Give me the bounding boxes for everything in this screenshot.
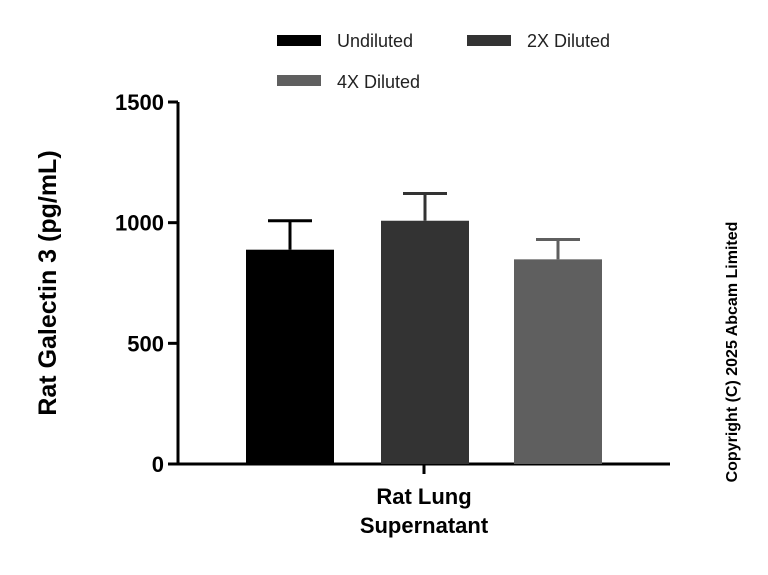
legend-label: Undiluted	[337, 31, 413, 51]
y-tick-label: 1500	[115, 90, 164, 115]
y-tick-label: 500	[127, 331, 164, 356]
legend-swatch	[467, 35, 511, 46]
x-category-label: Rat Lung	[376, 484, 471, 509]
y-axis-title: Rat Galectin 3 (pg/mL)	[34, 150, 62, 415]
bar	[381, 220, 469, 464]
x-category-label: Supernatant	[360, 513, 489, 538]
legend-swatch	[277, 35, 321, 46]
y-tick-label: 0	[152, 452, 164, 477]
legend-swatch	[277, 75, 321, 86]
bar	[246, 249, 334, 464]
legend-label: 4X Diluted	[337, 72, 420, 92]
bar	[514, 259, 602, 464]
copyright-notice: Copyright (C) 2025 Abcam Limited	[724, 222, 741, 483]
legend-label: 2X Diluted	[527, 31, 610, 51]
y-tick-label: 1000	[115, 211, 164, 236]
